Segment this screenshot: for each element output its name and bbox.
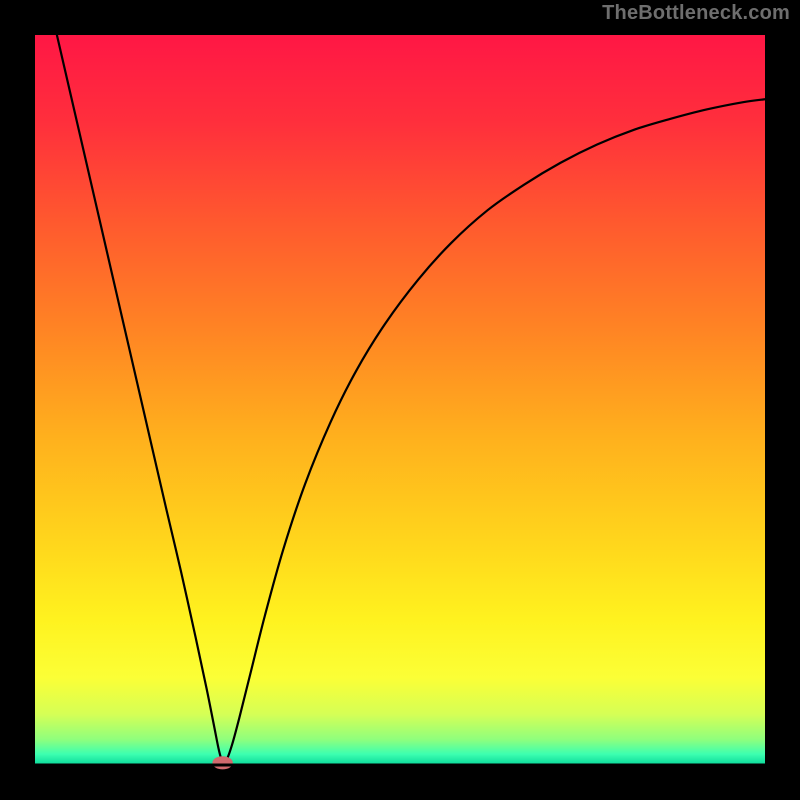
- watermark-text: TheBottleneck.com: [602, 2, 790, 25]
- minimum-marker: [212, 756, 232, 769]
- plot-gradient-background: [35, 35, 765, 765]
- chart-svg: [0, 0, 800, 800]
- chart-stage: TheBottleneck.com: [0, 0, 800, 800]
